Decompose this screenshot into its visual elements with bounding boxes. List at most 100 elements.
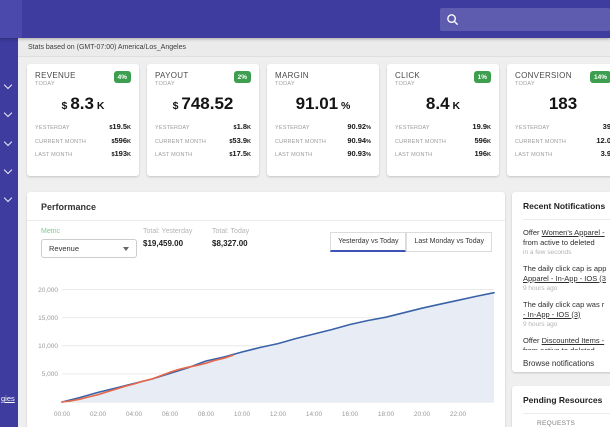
- pending-resources-title: Pending Resources: [523, 395, 610, 414]
- search-icon: [447, 14, 459, 26]
- notification-link[interactable]: - In-App - IOS (3): [523, 309, 581, 319]
- browse-notifications-link[interactable]: Browse notifications: [523, 358, 595, 368]
- card-value: $ 748.52: [172, 94, 234, 113]
- growth-badge: 1%: [473, 71, 491, 83]
- stat-row: YESTERDAY 19.9K: [395, 122, 491, 131]
- stat-label: LAST MONTH: [35, 152, 73, 158]
- stat-label: CURRENT MONTH: [275, 138, 327, 145]
- total-today-label: Total: Today: [212, 228, 250, 235]
- search-box[interactable]: [440, 8, 610, 31]
- card-period: TODAY: [35, 81, 55, 87]
- stat-value: $19.5K: [109, 122, 131, 131]
- notification-text: from active to deleted: [523, 237, 595, 247]
- chevron-down-icon[interactable]: [3, 165, 13, 175]
- performance-title: Performance: [27, 192, 505, 221]
- stat-value: 12.0: [596, 135, 610, 145]
- svg-text:18:00: 18:00: [378, 411, 395, 418]
- notification-link[interactable]: Discounted Items -: [541, 336, 605, 345]
- tab-yesterday-vs-today[interactable]: Yesterday vs Today: [330, 232, 407, 252]
- search-input[interactable]: [464, 14, 604, 25]
- stat-label: CURRENT MONTH: [35, 138, 87, 145]
- stats-timezone-bar: Stats based on (GMT-07:00) America/Los_A…: [18, 38, 610, 57]
- card-period: TODAY: [515, 81, 535, 87]
- stat-value: 90.92%: [347, 122, 371, 131]
- svg-text:10:00: 10:00: [234, 411, 251, 418]
- stat-label: YESTERDAY: [275, 125, 310, 131]
- total-today-value: $8,327.00: [212, 239, 248, 248]
- stat-label: LAST MONTH: [515, 152, 553, 158]
- stat-row: LAST MONTH $193K: [35, 149, 131, 158]
- tab-last-monday-vs-today[interactable]: Last Monday vs Today: [406, 232, 492, 252]
- stat-value: 19.9K: [472, 122, 491, 131]
- stat-value: 90.94%: [347, 135, 371, 145]
- metric-select[interactable]: Revenue: [41, 239, 137, 258]
- stat-row: CURRENT MONTH $53.9K: [155, 136, 251, 145]
- stat-label: YESTERDAY: [35, 125, 70, 131]
- card-title: MARGIN: [275, 71, 309, 80]
- sidebar: gies: [0, 38, 18, 427]
- performance-card: Performance Metric Revenue Total: Yester…: [27, 192, 505, 427]
- card-value: 183: [548, 94, 578, 113]
- notification-item: The daily click cap was r - In-App - IOS…: [523, 300, 610, 328]
- notification-item: Offer Discounted Items - from active to …: [523, 336, 610, 350]
- notification-text-clipped: from active to deleted: [523, 346, 610, 350]
- sidebar-bottom-link[interactable]: gies: [1, 394, 15, 403]
- growth-badge: 2%: [233, 71, 251, 83]
- stat-row: LAST MONTH 3.9: [515, 149, 610, 158]
- stat-label: CURRENT MONTH: [515, 138, 567, 145]
- stat-value: 3.9: [600, 149, 610, 158]
- chevron-down-icon[interactable]: [3, 193, 13, 203]
- notification-link[interactable]: Apparel - In-App - IOS (3: [523, 273, 606, 283]
- stat-card-click: CLICK TODAY 1% 8.4 K YESTERDAY 19.9K CURRENT M…: [387, 64, 499, 176]
- chevron-down-icon[interactable]: [3, 137, 13, 147]
- card-value: 8.4 K: [425, 94, 461, 113]
- svg-text:08:00: 08:00: [198, 411, 215, 418]
- stat-row: YESTERDAY $19.5K: [35, 122, 131, 131]
- notification-text: The daily click cap was r: [523, 300, 605, 309]
- notification-time: 9 hours ago: [523, 285, 558, 292]
- notification-text: Offer: [523, 228, 542, 237]
- notifications-card: Recent Notifications Offer Women's Appar…: [512, 192, 610, 372]
- svg-text:20,000: 20,000: [38, 287, 58, 294]
- card-period: TODAY: [395, 81, 415, 87]
- top-app-bar: [0, 0, 610, 38]
- stat-value: $193K: [111, 149, 131, 158]
- stat-label: YESTERDAY: [395, 125, 430, 131]
- requests-column-header: REQUESTS: [537, 420, 576, 427]
- stat-card-margin: MARGIN TODAY 91.01 % YESTERDAY 90.92% CURRENT…: [267, 64, 379, 176]
- stat-value: $1.8K: [233, 122, 251, 131]
- stat-row: LAST MONTH 90.93%: [275, 149, 371, 158]
- stat-card-payout: PAYOUT TODAY 2% $ 748.52 YESTERDAY $1.8K CURRE…: [147, 64, 259, 176]
- svg-text:22:00: 22:00: [450, 411, 467, 418]
- stat-row: YESTERDAY 39: [515, 122, 610, 131]
- stat-label: LAST MONTH: [155, 152, 193, 158]
- svg-text:14:00: 14:00: [306, 411, 323, 418]
- stat-row: CURRENT MONTH 596K: [395, 136, 491, 145]
- stat-label: LAST MONTH: [395, 152, 433, 158]
- stat-card-conversion: CONVERSION TODAY 14% 183 YESTERDAY 39 CURRENT …: [507, 64, 610, 176]
- comparison-tabs: Yesterday vs Today Last Monday vs Today: [330, 232, 492, 252]
- growth-badge: 4%: [113, 71, 131, 83]
- notification-time: 9 hours ago: [523, 321, 558, 328]
- svg-text:02:00: 02:00: [90, 411, 107, 418]
- total-yesterday-label: Total: Yesterday: [143, 228, 193, 235]
- stat-row: YESTERDAY $1.8K: [155, 122, 251, 131]
- card-title: CONVERSION: [515, 71, 572, 80]
- card-title: CLICK: [395, 71, 421, 80]
- chevron-down-icon: [123, 246, 129, 251]
- stat-value: $17.5K: [229, 149, 251, 158]
- svg-text:10,000: 10,000: [38, 343, 58, 350]
- pending-resources-card: Pending Resources REQUESTS: [512, 386, 610, 427]
- stat-card-revenue: REVENUE TODAY 4% $ 8.3 K YESTERDAY $19.5K CURR…: [27, 64, 139, 176]
- stat-row: LAST MONTH 196K: [395, 149, 491, 158]
- card-value: $ 8.3 K: [61, 94, 105, 113]
- stat-label: YESTERDAY: [515, 125, 550, 131]
- svg-text:20:00: 20:00: [414, 411, 431, 418]
- chevron-down-icon[interactable]: [3, 80, 13, 90]
- notification-time: in a few seconds: [523, 249, 572, 256]
- chevron-down-icon[interactable]: [3, 108, 13, 118]
- card-title: PAYOUT: [155, 71, 189, 80]
- growth-badge: 14%: [589, 71, 610, 83]
- stat-label: CURRENT MONTH: [395, 138, 447, 145]
- notification-link[interactable]: Women's Apparel -: [541, 228, 605, 237]
